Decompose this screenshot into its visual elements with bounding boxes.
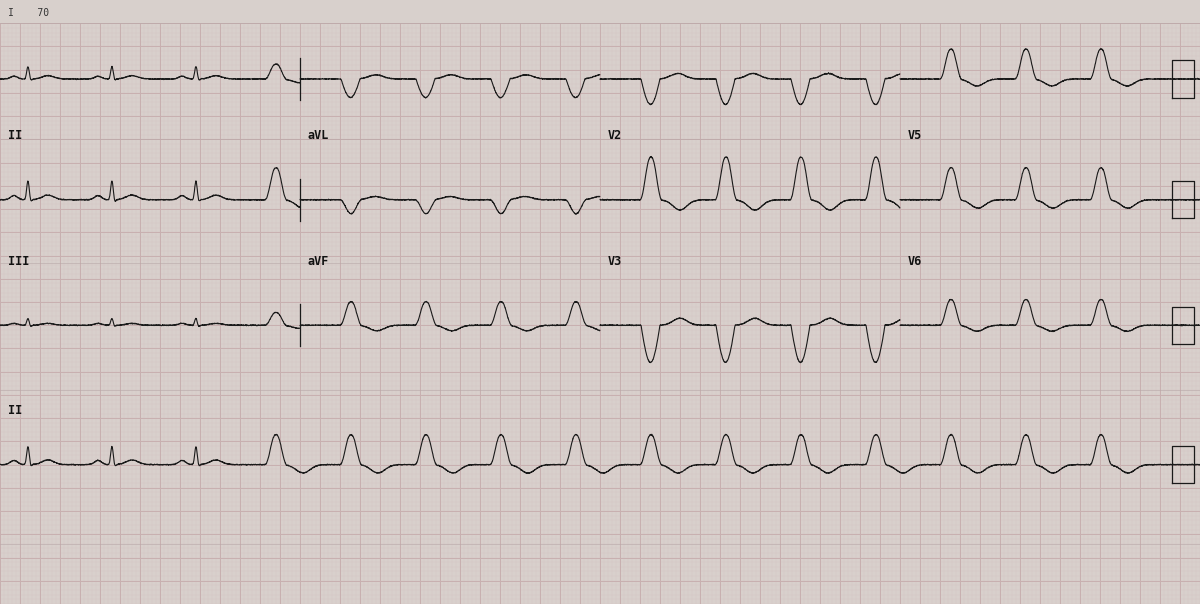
Text: aVF: aVF [308,255,329,268]
Text: II: II [8,403,23,417]
Text: I: I [8,8,16,22]
Text: V6: V6 [908,255,923,268]
Text: I    70: I 70 [8,8,49,18]
Text: III: III [8,255,29,268]
Text: V1: V1 [608,8,623,22]
Text: aVL: aVL [308,129,329,143]
Text: V5: V5 [908,129,923,143]
Text: II: II [8,129,23,143]
Text: V3: V3 [608,255,623,268]
Text: aVR: aVR [308,8,329,22]
Text: V4: V4 [908,8,923,22]
Bar [0,0,1200,23]
Text: V2: V2 [608,129,623,143]
